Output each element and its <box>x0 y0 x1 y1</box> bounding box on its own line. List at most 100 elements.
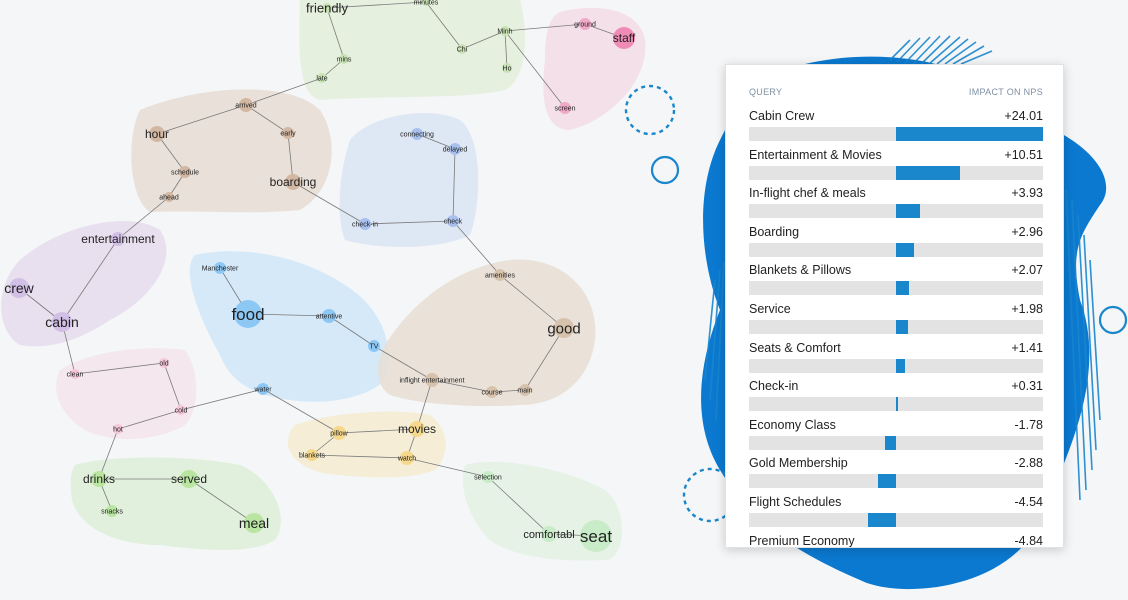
node-blankets[interactable]: blankets <box>299 449 326 461</box>
panel-header: QUERY IMPACT ON NPS <box>749 87 1043 101</box>
node-circle-checkin <box>359 218 371 230</box>
impact-row[interactable]: Boarding +2.96 <box>749 225 1043 261</box>
dashed-ring-top <box>624 84 676 136</box>
node-ground[interactable]: ground <box>574 18 596 30</box>
impact-bar <box>896 397 898 412</box>
impact-row[interactable]: Seats & Comfort +1.41 <box>749 341 1043 377</box>
impact-row[interactable]: Cabin Crew +24.01 <box>749 109 1043 145</box>
node-course[interactable]: course <box>481 386 503 398</box>
node-served[interactable]: served <box>171 470 207 488</box>
query-label: Flight Schedules <box>749 495 842 509</box>
node-chi[interactable]: Chi <box>457 44 468 54</box>
impact-row[interactable]: Flight Schedules -4.54 <box>749 495 1043 531</box>
node-circle-crew <box>9 278 29 298</box>
edge-good-main <box>524 327 565 391</box>
node-seat[interactable]: seat <box>580 520 612 552</box>
node-checkin[interactable]: check-in <box>352 218 378 230</box>
node-main[interactable]: main <box>517 384 533 396</box>
node-friendly[interactable]: friendly <box>306 1 348 16</box>
impact-bar <box>896 281 909 296</box>
node-arrived[interactable]: arrived <box>235 98 257 112</box>
edge-course-inflight <box>431 379 493 393</box>
query-label: Premium Economy <box>749 533 855 548</box>
impact-row[interactable]: Blankets & Pillows +2.07 <box>749 263 1043 299</box>
node-circle-friendly <box>322 3 332 13</box>
node-screen[interactable]: screen <box>554 102 576 114</box>
impact-row[interactable]: Economy Class -1.78 <box>749 418 1043 454</box>
impact-row[interactable]: Gold Membership -2.88 <box>749 456 1043 492</box>
node-minh[interactable]: Minh <box>497 26 513 36</box>
node-ahead[interactable]: ahead <box>159 192 179 202</box>
node-watch[interactable]: watch <box>397 451 416 465</box>
good-cluster <box>378 259 596 407</box>
node-good[interactable]: good <box>547 318 581 338</box>
node-crew[interactable]: crew <box>4 278 35 298</box>
node-comfortable[interactable]: comfortabl <box>523 526 575 542</box>
node-hot[interactable]: hot <box>113 424 123 434</box>
node-schedule[interactable]: schedule <box>171 166 199 178</box>
node-ho[interactable]: Ho <box>502 63 512 73</box>
node-movies[interactable]: movies <box>398 421 436 437</box>
impact-bar-track <box>749 165 1043 180</box>
node-circle-hot <box>113 424 123 434</box>
node-early[interactable]: early <box>280 127 296 139</box>
node-cold[interactable]: cold <box>175 405 188 415</box>
node-inflight[interactable]: inflight entertainment <box>400 373 465 387</box>
node-mins[interactable]: mins <box>337 54 352 64</box>
node-attentive[interactable]: attentive <box>316 309 343 323</box>
node-drinks[interactable]: drinks <box>83 471 115 487</box>
node-amenities[interactable]: amenities <box>485 269 515 281</box>
node-boarding[interactable]: boarding <box>270 174 317 190</box>
node-late[interactable]: late <box>316 73 328 83</box>
node-label-inflight: inflight entertainment <box>400 377 465 384</box>
node-old[interactable]: old <box>159 358 169 368</box>
node-snacks[interactable]: snacks <box>101 505 123 517</box>
node-water[interactable]: water <box>253 383 272 395</box>
impact-value: +0.31 <box>1011 379 1043 394</box>
node-hour[interactable]: hour <box>145 126 169 142</box>
edge-minh-ho <box>504 30 508 69</box>
query-label: Gold Membership <box>749 456 848 471</box>
impact-row[interactable]: Entertainment & Movies +10.51 <box>749 148 1043 184</box>
node-label-ground: ground <box>574 21 596 28</box>
node-circle-early <box>282 127 294 139</box>
node-label-selection: selection <box>474 474 502 481</box>
node-manchester[interactable]: Manchester <box>202 262 239 274</box>
node-staff[interactable]: staff <box>613 27 636 49</box>
node-check[interactable]: check <box>444 215 463 227</box>
node-meal[interactable]: meal <box>239 513 269 533</box>
query-label: Service <box>749 302 791 316</box>
node-cabin[interactable]: cabin <box>45 312 79 332</box>
impact-row[interactable]: Check-in +0.31 <box>749 379 1043 415</box>
impact-row[interactable]: Premium Economy -4.84 <box>749 533 1043 548</box>
node-label-arrived: arrived <box>235 102 257 109</box>
node-label-late: late <box>316 75 327 82</box>
impact-bar <box>896 358 905 373</box>
node-minutes[interactable]: minutes <box>414 0 439 6</box>
ring-right <box>1098 305 1128 335</box>
edge-pillow-movies <box>338 428 418 434</box>
node-selection[interactable]: selection <box>474 471 502 483</box>
node-circle-food <box>234 300 262 328</box>
query-label: Blankets & Pillows <box>749 263 852 278</box>
node-label-blankets: blankets <box>299 452 326 459</box>
impact-bar <box>896 320 909 334</box>
node-food[interactable]: food <box>231 300 265 328</box>
node-pillow[interactable]: pillow <box>330 426 349 440</box>
node-circle-delayed <box>449 143 461 155</box>
node-connecting[interactable]: connecting <box>400 128 434 140</box>
node-tv[interactable]: TV <box>368 340 380 352</box>
impact-bar-track <box>749 435 1043 450</box>
impact-column-header: IMPACT ON NPS <box>968 87 1043 97</box>
node-circle-course <box>486 386 498 398</box>
query-label: In-flight chef & meals <box>749 186 866 201</box>
node-delayed[interactable]: delayed <box>443 143 468 155</box>
node-circle-pillow <box>332 426 346 440</box>
impact-row[interactable]: Service +1.98 <box>749 302 1043 338</box>
impact-row[interactable]: In-flight chef & meals +3.93 <box>749 186 1043 222</box>
node-clean[interactable]: clean <box>67 369 84 379</box>
node-circle-movies <box>409 421 425 437</box>
node-circle-main <box>519 384 531 396</box>
impact-bar-track <box>749 242 1043 257</box>
node-entertainment[interactable]: entertainment <box>81 232 155 246</box>
